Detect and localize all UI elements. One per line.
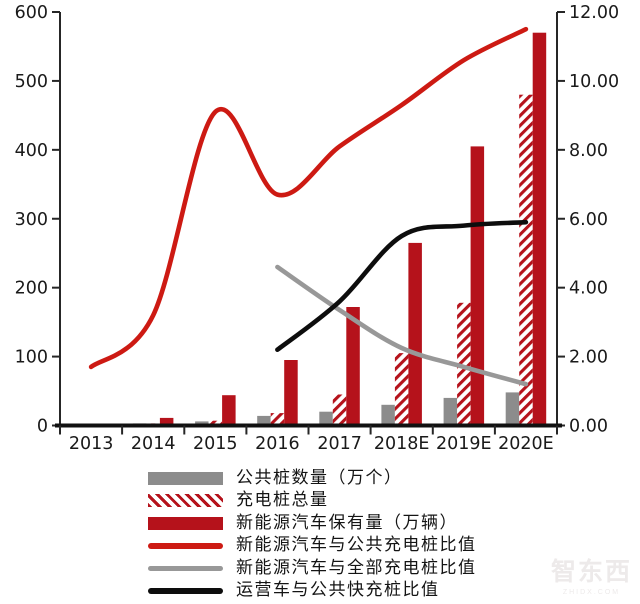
bar-public-piles-2017 (319, 411, 333, 426)
legend-item-nev-per-total-pile: 新能源汽车与全部充电桩比值 (148, 557, 477, 580)
legend-label-nev-per-public-pile: 新能源汽车与公共充电桩比值 (236, 535, 477, 556)
legend-marker-nev-per-public-pile (148, 543, 223, 549)
line-nev-per-public-pile (88, 26, 529, 370)
bar-total-piles-2019E (457, 302, 471, 426)
bar-nev-ownership-2015 (222, 395, 236, 426)
bar-public-piles-2018E (381, 404, 395, 426)
bar-public-piles-2015 (195, 421, 209, 426)
left-axis-tick-label: 500 (15, 72, 48, 92)
bar-total-piles-2016 (270, 413, 285, 426)
legend-marker-public-piles (148, 471, 223, 485)
x-axis-label-2014: 2014 (131, 434, 176, 454)
bar-total-piles-2018E (394, 353, 409, 426)
bar-nev-ownership-2016 (284, 360, 298, 426)
bar-nev-ownership-2014 (159, 417, 174, 426)
bar-public-piles-2016 (257, 415, 271, 426)
right-axis-tick-label: 0.00 (569, 417, 608, 437)
legend-marker-total-piles (148, 494, 223, 508)
legend-item-nev-per-public-pile: 新能源汽车与公共充电桩比值 (148, 535, 477, 558)
line-opvehicle-per-fast-pile (275, 219, 529, 352)
bar-total-piles-2017 (332, 394, 347, 426)
left-axis-tick-label: 400 (15, 141, 48, 161)
right-axis-tick-label: 6.00 (569, 210, 608, 230)
combo-chart: 0 100 200 300 400 500 600 0.00 2.00 4.00 6.00 8.00 1… (15, 3, 620, 454)
x-axis-label-2013: 2013 (69, 434, 114, 454)
right-axis-tick-label: 2.00 (569, 348, 608, 368)
left-axis-tick-label: 0 (37, 417, 48, 437)
right-axis-tick-label: 10.00 (569, 72, 619, 92)
legend-marker-opvehicle-per-fast-pile (148, 588, 223, 594)
right-axis-tick-label: 8.00 (569, 141, 608, 161)
x-axis-label-2018E: 2018E (374, 434, 430, 454)
legend-label-nev-per-total-pile: 新能源汽车与全部充电桩比值 (236, 557, 477, 578)
legend-label-opvehicle-per-fast-pile: 运营车与公共快充桩比值 (236, 580, 440, 601)
watermark-sub-text: ZHIDX.COM (562, 589, 621, 596)
combo-chart-canvas: 0 100 200 300 400 500 600 0.00 2.00 4.00 6.00 8.00 1… (15, 3, 620, 454)
x-axis-label-2019E: 2019E (436, 434, 492, 454)
x-axis-label-2020E: 2020E (498, 434, 554, 454)
left-axis-tick-label: 600 (15, 3, 48, 23)
bar-nev-ownership-2017 (346, 307, 360, 426)
bar-nev-ownership-2019E (470, 146, 485, 426)
watermark-logo-text: 智东西 (550, 557, 632, 586)
legend-label-public-piles: 公共桩数量（万个） (236, 467, 403, 488)
left-axis-tick-label: 200 (15, 279, 48, 299)
bar-public-piles-2020E (505, 392, 520, 426)
bar-total-piles-2020E (519, 94, 533, 426)
line-nev-per-total-pile (275, 264, 529, 387)
chart-legend: 公共桩数量（万个） 充电桩总量 新能源汽车保有量（万辆） 新能源汽车与公共充电桩比值新… (148, 467, 477, 602)
x-axis-label-2015: 2015 (193, 434, 238, 454)
legend-item-nev-ownership: 新能源汽车保有量（万辆） (148, 512, 477, 535)
right-axis-tick-label: 4.00 (569, 279, 608, 299)
legend-item-public-piles: 公共桩数量（万个） (148, 467, 477, 490)
x-axis-label-2016: 2016 (255, 434, 300, 454)
legend-marker-nev-per-total-pile (148, 565, 223, 571)
watermark: 智东西 ZHIDX.COM (551, 552, 632, 596)
legend-marker-nev-ownership (148, 516, 223, 530)
bar-nev-ownership-2018E (408, 242, 422, 426)
x-axis-label-2017: 2017 (317, 434, 362, 454)
bar-public-piles-2019E (443, 397, 458, 426)
legend-item-opvehicle-per-fast-pile: 运营车与公共快充桩比值 (148, 580, 477, 603)
bar-nev-ownership-2020E (532, 32, 547, 426)
right-axis-tick-label: 12.00 (569, 3, 619, 23)
legend-item-total-piles: 充电桩总量 (148, 490, 477, 513)
legend-label-total-piles: 充电桩总量 (236, 490, 329, 511)
legend-label-nev-ownership: 新能源汽车保有量（万辆） (236, 512, 458, 533)
bar-total-piles-2015 (208, 420, 223, 426)
left-axis-tick-label: 100 (15, 348, 48, 368)
left-axis-tick-label: 300 (15, 210, 48, 230)
